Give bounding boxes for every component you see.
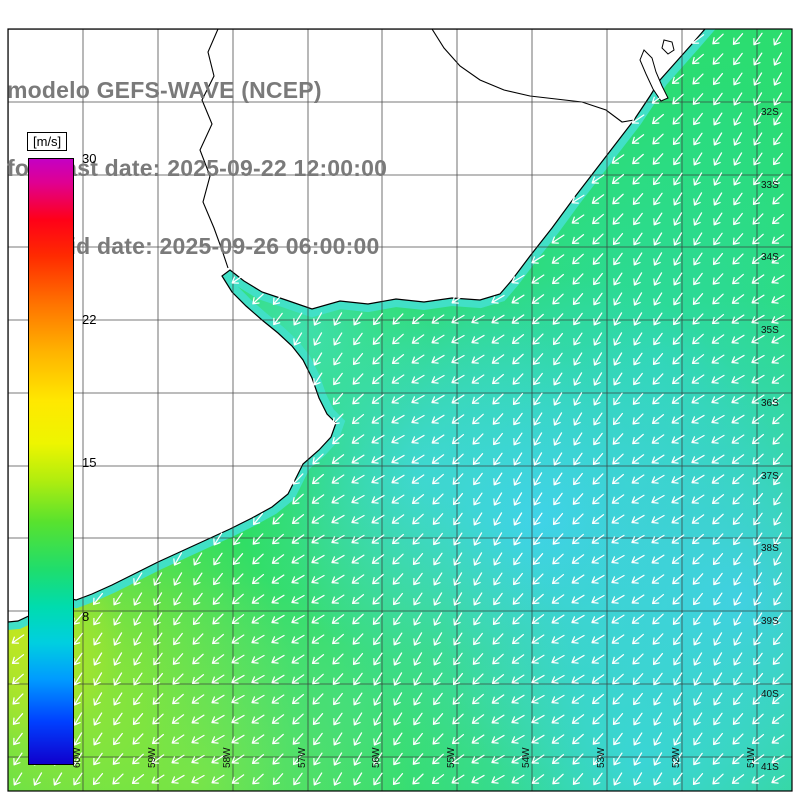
lon-label: 56W bbox=[371, 747, 382, 768]
lat-label: 37S bbox=[761, 471, 779, 482]
border-river-line bbox=[199, 29, 229, 269]
lagoon bbox=[639, 49, 669, 102]
lon-label: 51W bbox=[746, 747, 757, 768]
colorbar-tick: 22 bbox=[82, 312, 97, 328]
lat-label: 39S bbox=[761, 616, 779, 627]
colorbar-gradient bbox=[28, 158, 74, 765]
colorbar-tick: 8 bbox=[82, 609, 90, 625]
map-frame bbox=[7, 28, 793, 792]
title-block: modelo GEFS-WAVE (NCEP) forecast date: 2… bbox=[7, 25, 387, 311]
border-river-line bbox=[431, 29, 635, 123]
lon-label: 54W bbox=[521, 747, 532, 768]
colorbar-unit-label: [m/s] bbox=[27, 132, 68, 151]
lat-label: 34S bbox=[761, 252, 779, 263]
colorbar-tick: 30 bbox=[82, 151, 97, 166]
colorbar: [m/s] 30 22 15 8 bbox=[26, 132, 156, 797]
lon-label: 55W bbox=[446, 747, 457, 768]
wind-arrows bbox=[11, 32, 785, 786]
lon-label: 59W bbox=[147, 747, 158, 768]
lat-label: 33S bbox=[761, 180, 779, 191]
lat-label: 35S bbox=[761, 325, 779, 336]
lon-label: 53W bbox=[596, 747, 607, 768]
lat-label: 32S bbox=[761, 107, 779, 118]
lon-label: 60W bbox=[72, 747, 83, 768]
lat-label: 40S bbox=[761, 689, 779, 700]
lat-label: 36S bbox=[761, 398, 779, 409]
model-title: modelo GEFS-WAVE (NCEP) bbox=[7, 77, 322, 103]
lat-label: 38S bbox=[761, 543, 779, 554]
lon-label: 57W bbox=[297, 747, 308, 768]
lon-label: 58W bbox=[222, 747, 233, 768]
lat-label: 41S bbox=[761, 762, 779, 773]
colorbar-tick: 15 bbox=[82, 454, 97, 470]
graticule bbox=[8, 29, 792, 791]
lon-label: 52W bbox=[671, 747, 682, 768]
grid-labels: 32S 33S 34S 35S 36S 37S 38S 39S 40S 41S 60W 59W 58W 5… bbox=[72, 107, 779, 773]
lagoon bbox=[661, 39, 675, 55]
forecast-date-line: forecast date: 2025-09-22 12:00:00 bbox=[7, 155, 388, 181]
